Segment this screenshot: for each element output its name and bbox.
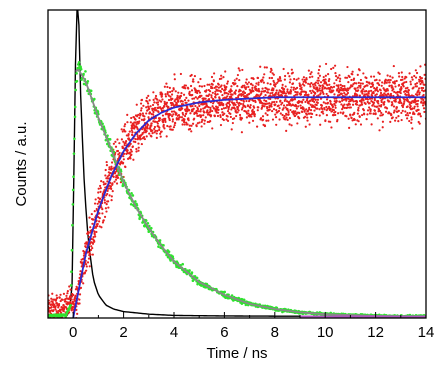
x-tick-label: 14 [418,324,434,341]
series-layer [48,10,426,318]
x-tick-label: 6 [220,324,228,341]
x-tick-label: 0 [69,324,77,341]
series-line-4 [72,96,426,318]
x-tick-label: 4 [170,324,178,341]
x-axis: 0 2 4 6 8 10 12 14 [47,312,434,341]
plot-frame [47,9,427,319]
x-tick-label: 2 [119,324,127,341]
series-line-0 [48,10,426,318]
x-tick-label: 12 [367,324,384,341]
x-tick-label: 10 [317,324,334,341]
y-axis-title: Counts / a.u. [13,121,30,206]
x-tick-label: 8 [271,324,279,341]
x-axis-title: Time / ns [206,345,267,362]
